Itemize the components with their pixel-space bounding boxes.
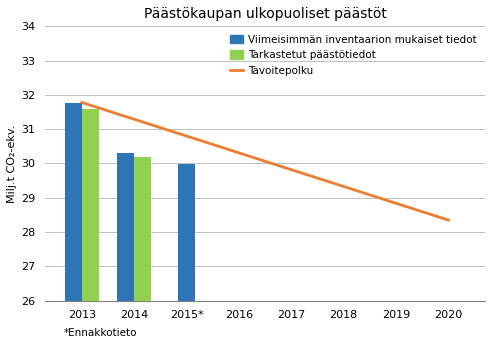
Bar [118,153,134,301]
Bar [178,164,195,301]
Bar [82,108,98,301]
Text: *Ennakkotieto: *Ennakkotieto [64,328,137,338]
Y-axis label: Milj.t CO₂-ekv.: Milj.t CO₂-ekv. [7,124,17,203]
Bar [65,103,82,301]
Legend: Viimeisimmän inventaarion mukaiset tiedot, Tarkastetut päästötiedot, Tavoitepolk: Viimeisimmän inventaarion mukaiset tiedo… [227,31,480,79]
Title: Päästökaupan ulkopuoliset päästöt: Päästökaupan ulkopuoliset päästöt [144,7,387,21]
Bar [134,157,151,301]
